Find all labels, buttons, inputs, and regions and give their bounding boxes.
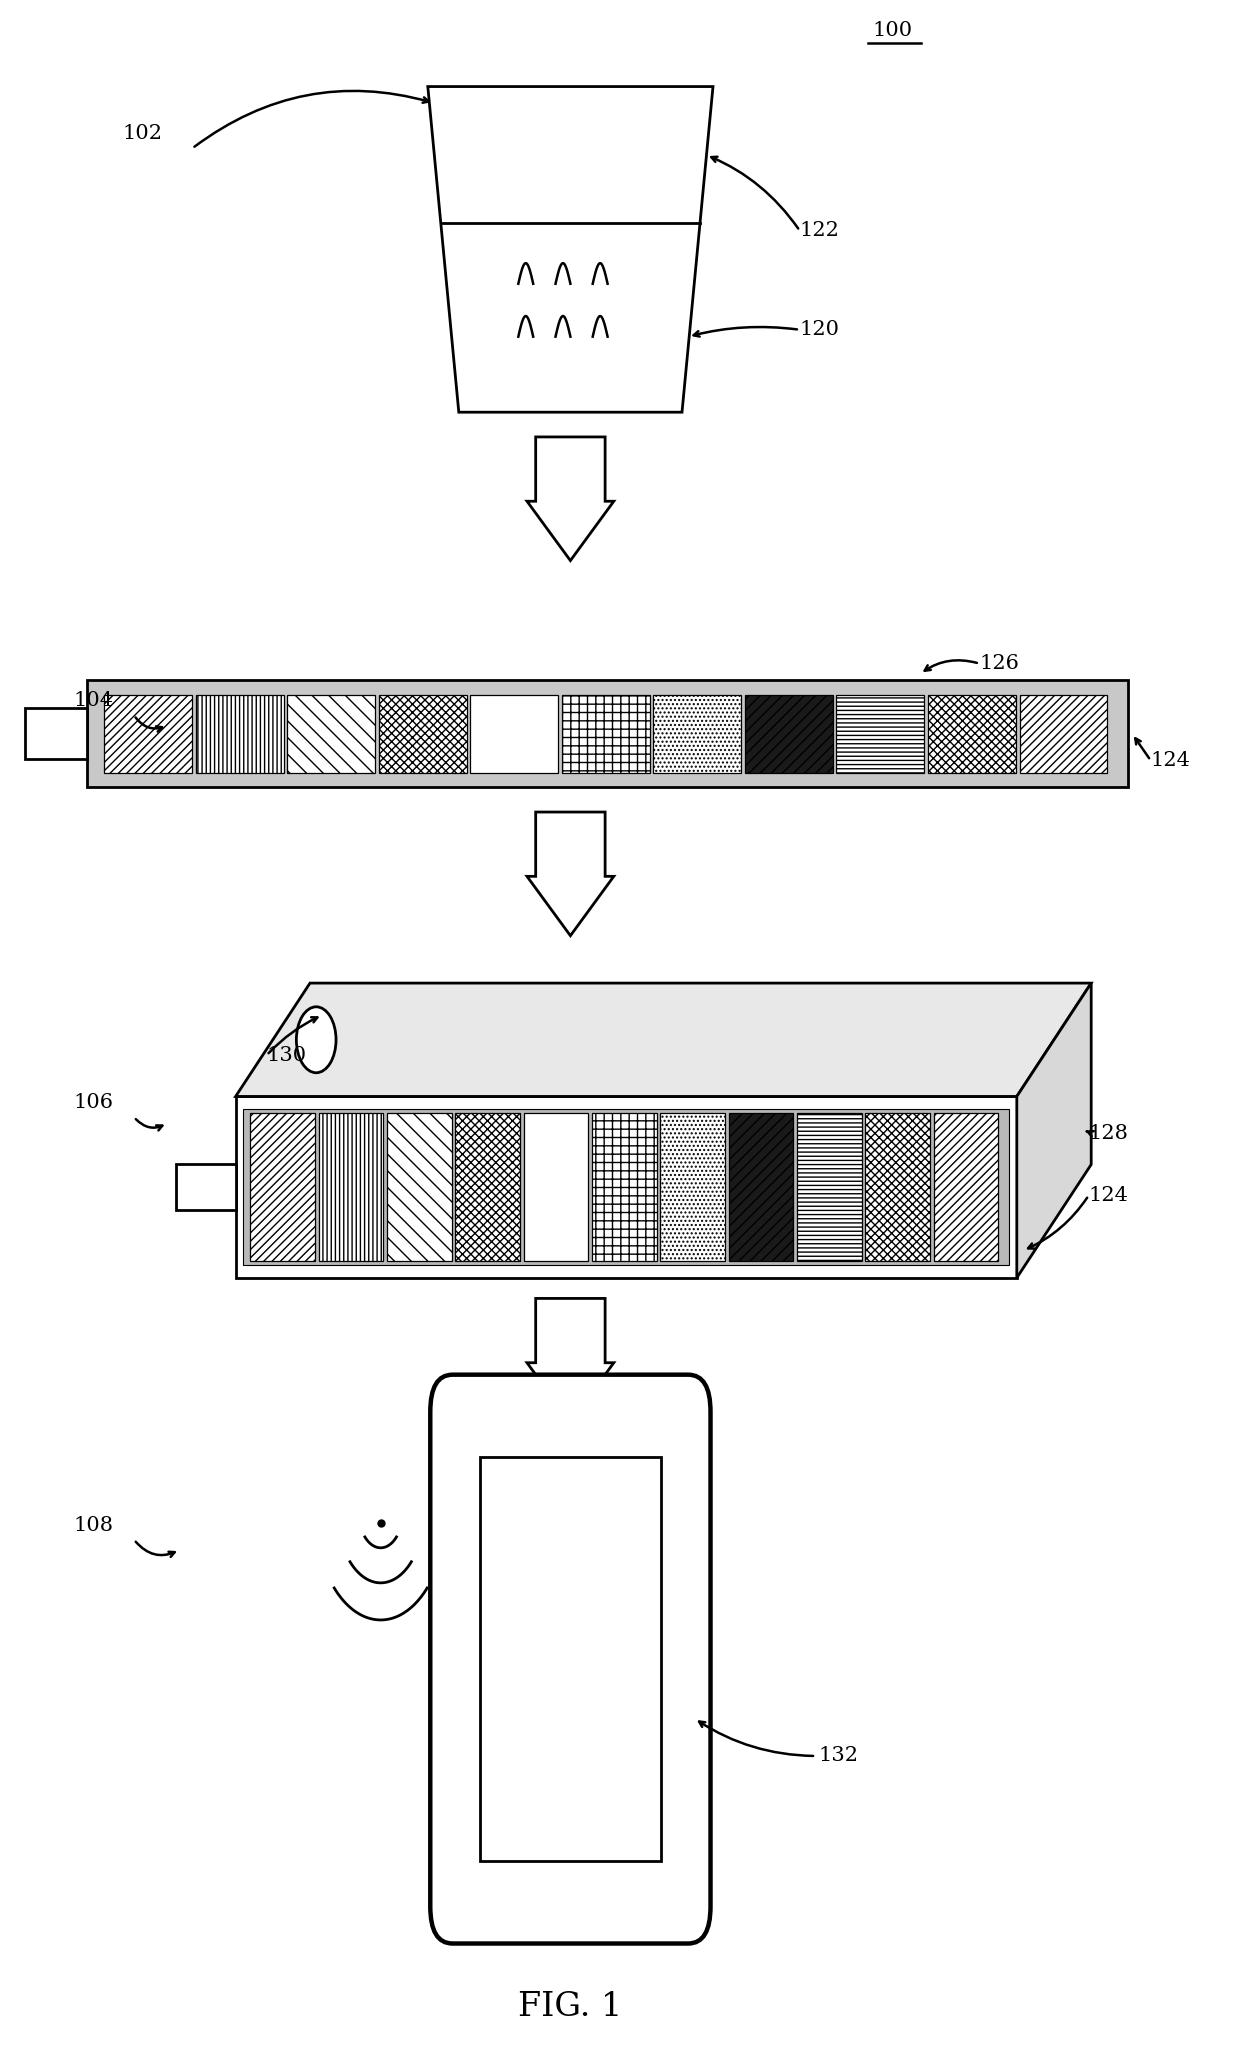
- Bar: [729, 1113, 794, 1261]
- Polygon shape: [1017, 983, 1091, 1278]
- Text: FIG. 1: FIG. 1: [518, 1991, 622, 2024]
- Text: 128: 128: [1089, 1123, 1128, 1144]
- Text: 104: 104: [73, 690, 113, 711]
- Bar: [288, 695, 374, 773]
- Bar: [378, 695, 466, 773]
- Bar: [928, 695, 1016, 773]
- Bar: [236, 1096, 1017, 1278]
- Text: 132: 132: [818, 1746, 858, 1766]
- Text: 120: 120: [800, 319, 839, 340]
- Polygon shape: [236, 983, 1091, 1096]
- Bar: [866, 1113, 930, 1261]
- Bar: [87, 680, 1128, 787]
- Bar: [104, 695, 192, 773]
- Polygon shape: [527, 437, 614, 561]
- Bar: [243, 1109, 1009, 1265]
- Text: 108: 108: [73, 1515, 113, 1535]
- Circle shape: [296, 1006, 336, 1072]
- Bar: [470, 695, 558, 773]
- Bar: [1019, 695, 1107, 773]
- Bar: [480, 1457, 661, 1861]
- Bar: [797, 1113, 862, 1261]
- Bar: [745, 695, 833, 773]
- Bar: [250, 1113, 315, 1261]
- Bar: [319, 1113, 383, 1261]
- Polygon shape: [527, 812, 614, 936]
- Bar: [176, 1164, 236, 1210]
- FancyBboxPatch shape: [430, 1375, 711, 1944]
- Bar: [934, 1113, 998, 1261]
- Bar: [661, 1113, 725, 1261]
- Text: 126: 126: [980, 653, 1019, 674]
- Bar: [387, 1113, 451, 1261]
- Bar: [455, 1113, 520, 1261]
- Bar: [562, 695, 650, 773]
- Bar: [591, 1113, 657, 1261]
- Text: 124: 124: [1151, 750, 1190, 771]
- Text: 100: 100: [873, 21, 913, 41]
- Text: 130: 130: [267, 1045, 306, 1066]
- Bar: [196, 695, 284, 773]
- Bar: [523, 1113, 588, 1261]
- Text: 124: 124: [1089, 1185, 1128, 1206]
- Bar: [25, 707, 87, 758]
- Polygon shape: [428, 87, 713, 412]
- Bar: [653, 695, 742, 773]
- Bar: [837, 695, 924, 773]
- Text: 122: 122: [800, 221, 839, 241]
- Text: 106: 106: [73, 1092, 113, 1113]
- Polygon shape: [527, 1298, 614, 1422]
- Text: 102: 102: [123, 124, 162, 144]
